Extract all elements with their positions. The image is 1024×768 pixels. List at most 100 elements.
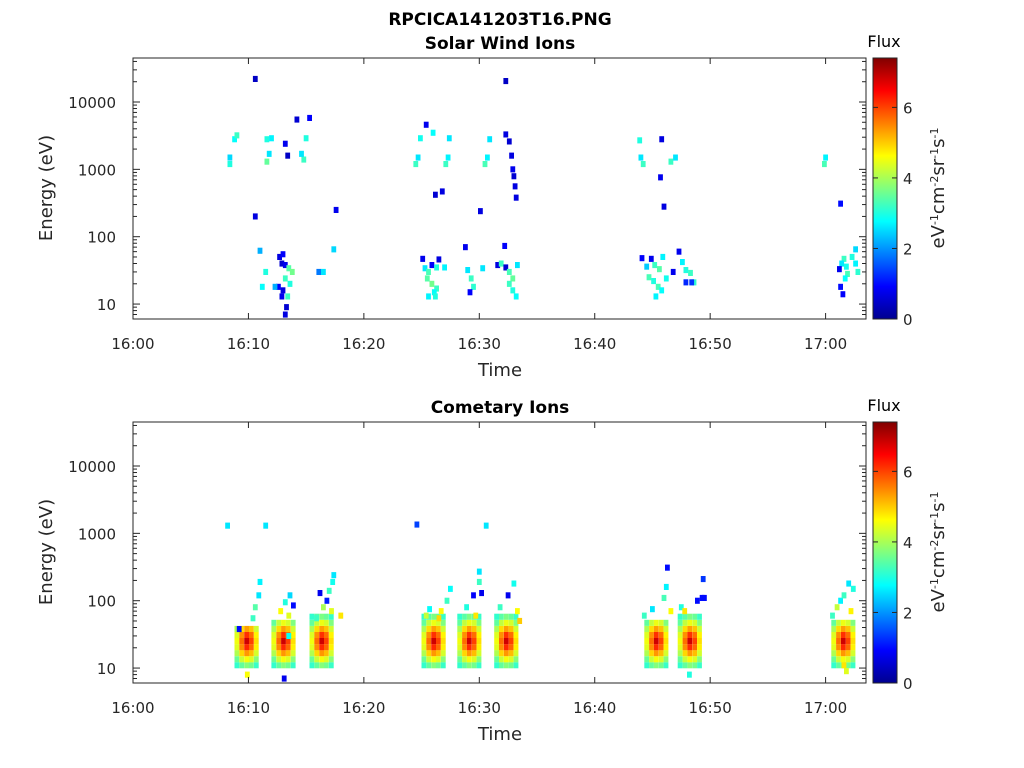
heatmap-cell: [503, 662, 509, 669]
heatmap-cell: [841, 592, 847, 599]
heatmap-cell: [421, 656, 427, 663]
heatmap-cell: [264, 158, 270, 165]
heatmap-cell: [505, 592, 511, 599]
heatmap-cell: [841, 255, 847, 262]
heatmap-cell: [637, 137, 643, 144]
heatmap-cell: [290, 656, 296, 663]
heatmap-cell: [838, 200, 843, 207]
heatmap-cell: [503, 131, 509, 138]
heatmap-cell: [319, 625, 324, 632]
heatmap-cell: [506, 138, 512, 145]
heatmap-cell: [271, 631, 277, 638]
heatmap-cell: [324, 662, 329, 669]
heatmap-cell: [290, 644, 296, 651]
heatmap-cell: [663, 619, 669, 626]
heatmap-cell: [239, 656, 245, 663]
heatmap-cell: [457, 644, 463, 651]
heatmap-cell: [687, 650, 693, 657]
heatmap-cell: [831, 662, 837, 669]
heatmap-cell: [457, 656, 463, 663]
heatmap-cell: [252, 213, 258, 220]
x-axis-label: Time: [477, 724, 522, 745]
heatmap-cell: [677, 613, 683, 620]
heatmap-cell: [677, 625, 683, 632]
heatmap-cell: [234, 132, 240, 139]
heatmap-cell: [328, 638, 334, 645]
heatmap-cell: [494, 625, 499, 632]
x-tick-label: 16:50: [689, 335, 732, 353]
heatmap-cell: [466, 638, 472, 645]
heatmap-cell: [234, 644, 240, 651]
heatmap-cell: [850, 662, 856, 669]
heatmap-cell: [426, 625, 432, 632]
heatmap-cell: [324, 597, 330, 604]
heatmap-cell: [436, 625, 441, 632]
heatmap-cell: [281, 662, 286, 669]
colorbar-ticks: 0 2 4 6: [873, 463, 913, 693]
heatmap-cell: [239, 662, 245, 669]
heatmap-cell: [464, 604, 469, 611]
heatmap-cell: [841, 625, 846, 632]
heatmap-cell: [285, 619, 291, 626]
heatmap-cell: [508, 638, 514, 645]
heatmap-cell: [513, 638, 519, 645]
heatmap-cell: [680, 259, 685, 266]
heatmap-cell: [284, 304, 289, 311]
colorbar-tick-label: 6: [903, 463, 913, 481]
heatmap-cell: [702, 594, 707, 601]
heatmap-cell: [309, 625, 315, 632]
heatmap-cell: [687, 619, 693, 626]
heatmap-cell: [239, 638, 245, 645]
heatmap-cell: [252, 604, 258, 611]
heatmap-cell: [663, 656, 669, 663]
heatmap-cell: [494, 619, 499, 626]
heatmap-cell: [324, 656, 329, 663]
heatmap-cell: [281, 675, 287, 682]
heatmap-cell: [831, 650, 837, 657]
heatmap-cell: [466, 613, 472, 620]
heatmap-cell: [513, 293, 519, 300]
heatmap-cell: [289, 268, 295, 275]
heatmap-cell: [249, 644, 254, 651]
heatmap-cell: [442, 264, 447, 271]
heatmap-cell: [239, 644, 245, 651]
heatmap-cell: [427, 606, 432, 613]
y-axis-label: Energy (eV): [36, 499, 57, 605]
heatmap-cell: [314, 662, 320, 669]
heatmap-cell: [444, 597, 450, 604]
heatmap-cell: [328, 644, 334, 651]
heatmap-cell: [682, 644, 688, 651]
colorbar-tick-label: 4: [903, 170, 913, 188]
heatmap-cell: [513, 194, 519, 201]
heatmap-cell: [494, 656, 499, 663]
heatmap-cell: [692, 662, 698, 669]
heatmap-cell: [687, 671, 692, 678]
heatmap-cell: [697, 613, 702, 620]
heatmap-cell: [850, 650, 856, 657]
heatmap-cell: [687, 656, 693, 663]
x-tick-label: 16:40: [573, 699, 616, 717]
heatmap-cell: [426, 650, 432, 657]
heatmap-cell: [845, 631, 851, 638]
heatmap-cell: [431, 631, 436, 638]
heatmap-cell: [853, 260, 858, 267]
heatmap-cell: [644, 662, 650, 669]
heatmap-cell: [640, 161, 646, 168]
heatmap-cell: [473, 612, 479, 619]
heatmap-cell: [655, 283, 661, 290]
y-tick-label: 1000: [78, 525, 116, 543]
heatmap-cell: [426, 619, 432, 626]
heatmap-cell: [253, 644, 259, 651]
heatmap-cell: [845, 270, 850, 277]
heatmap-cell: [314, 644, 320, 651]
heatmap-cell: [850, 625, 856, 632]
heatmap-cell: [503, 619, 509, 626]
heatmap-cell: [663, 625, 669, 632]
heatmap-cell: [309, 631, 315, 638]
heatmap-cell: [513, 650, 519, 657]
heatmap-cell: [253, 656, 259, 663]
colorbar-tick-label: 4: [903, 534, 913, 552]
heatmap-cell: [513, 656, 519, 663]
panel-solar-wind: Solar Wind Ions 16:00 16:10 16:20 16:30 16:4…: [36, 32, 949, 381]
